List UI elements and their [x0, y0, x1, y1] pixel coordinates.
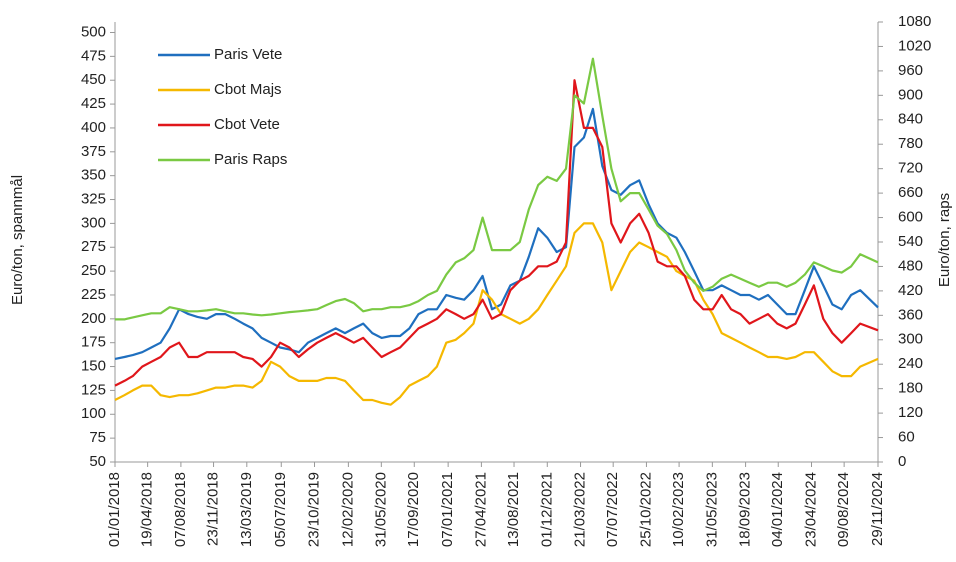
y-tick-label: 475 [81, 47, 106, 64]
y-tick-label: 375 [81, 143, 106, 160]
y2-tick-label: 1020 [898, 37, 931, 54]
x-tick-label: 01/01/2018 [106, 472, 123, 547]
legend-label: Paris Raps [214, 151, 287, 168]
y-tick-label: 100 [81, 405, 106, 422]
y-tick-label: 450 [81, 71, 106, 88]
y2-tick-label: 300 [898, 331, 923, 348]
y2-tick-label: 540 [898, 233, 923, 250]
y2-tick-label: 420 [898, 282, 923, 299]
x-tick-label: 12/02/2020 [339, 472, 356, 547]
y-tick-label: 425 [81, 95, 106, 112]
y-tick-label: 175 [81, 334, 106, 351]
y-tick-label: 225 [81, 286, 106, 303]
y2-tick-label: 240 [898, 355, 923, 372]
x-tick-label: 19/04/2018 [139, 472, 156, 547]
y2-tick-label: 60 [898, 429, 915, 446]
x-tick-label: 18/09/2023 [737, 472, 754, 547]
series-line [115, 57, 879, 321]
x-tick-label: 10/02/2023 [670, 472, 687, 547]
y2-tick-label: 960 [898, 62, 923, 79]
x-tick-label: 13/08/2021 [505, 472, 522, 547]
y-tick-label: 75 [89, 429, 106, 446]
series-line [114, 79, 879, 387]
y-tick-label: 325 [81, 190, 106, 207]
y-tick-label: 125 [81, 381, 106, 398]
y2-tick-label: 0 [898, 453, 906, 470]
legend-label: Cbot Majs [214, 81, 282, 98]
x-tick-label: 31/05/2020 [372, 472, 389, 547]
x-tick-label: 31/05/2023 [703, 472, 720, 547]
y-axis-label: Euro/ton, spannmål [9, 175, 26, 305]
x-tick-label: 07/08/2018 [172, 472, 189, 547]
x-tick-label: 23/11/2018 [205, 472, 222, 546]
x-tick-label: 13/03/2019 [238, 472, 255, 547]
y-tick-label: 500 [81, 23, 106, 40]
y-tick-label: 350 [81, 167, 106, 184]
y2-tick-label: 360 [898, 306, 923, 323]
x-tick-label: 07/01/2021 [439, 472, 456, 547]
x-tick-label: 07/07/2022 [604, 472, 621, 547]
y-tick-label: 50 [89, 453, 106, 470]
y-tick-label: 200 [81, 310, 106, 327]
y-tick-label: 400 [81, 119, 106, 136]
y2-tick-label: 720 [898, 160, 923, 177]
x-tick-label: 01/12/2021 [538, 472, 555, 547]
x-tick-label: 21/03/2022 [572, 472, 589, 547]
y2-tick-label: 780 [898, 135, 923, 152]
y2-tick-label: 900 [898, 86, 923, 103]
series-line [114, 107, 879, 360]
x-tick-label: 09/08/2024 [835, 472, 852, 547]
x-tick-label: 23/04/2024 [802, 472, 819, 547]
legend-label: Cbot Vete [214, 116, 280, 133]
x-tick-label: 17/09/2020 [405, 472, 422, 547]
x-tick-label: 05/07/2019 [272, 472, 289, 547]
y2-axis-label: Euro/ton, raps [936, 193, 953, 287]
y2-tick-label: 840 [898, 111, 923, 128]
y-tick-label: 250 [81, 262, 106, 279]
y2-tick-label: 480 [898, 257, 923, 274]
y-tick-label: 275 [81, 238, 106, 255]
x-tick-label: 04/01/2024 [769, 472, 786, 547]
y-tick-label: 300 [81, 214, 106, 231]
x-tick-label: 25/10/2022 [637, 472, 654, 547]
y2-tick-label: 1080 [898, 13, 931, 30]
x-tick-label: 29/11/2024 [869, 472, 886, 546]
x-tick-label: 27/04/2021 [472, 472, 489, 547]
y2-tick-label: 600 [898, 209, 923, 226]
y2-tick-label: 120 [898, 404, 923, 421]
y-tick-label: 150 [81, 358, 106, 375]
series-line [114, 222, 879, 406]
x-tick-label: 23/10/2019 [305, 472, 322, 547]
y2-tick-label: 660 [898, 184, 923, 201]
legend-label: Paris Vete [214, 46, 282, 63]
y2-tick-label: 180 [898, 380, 923, 397]
